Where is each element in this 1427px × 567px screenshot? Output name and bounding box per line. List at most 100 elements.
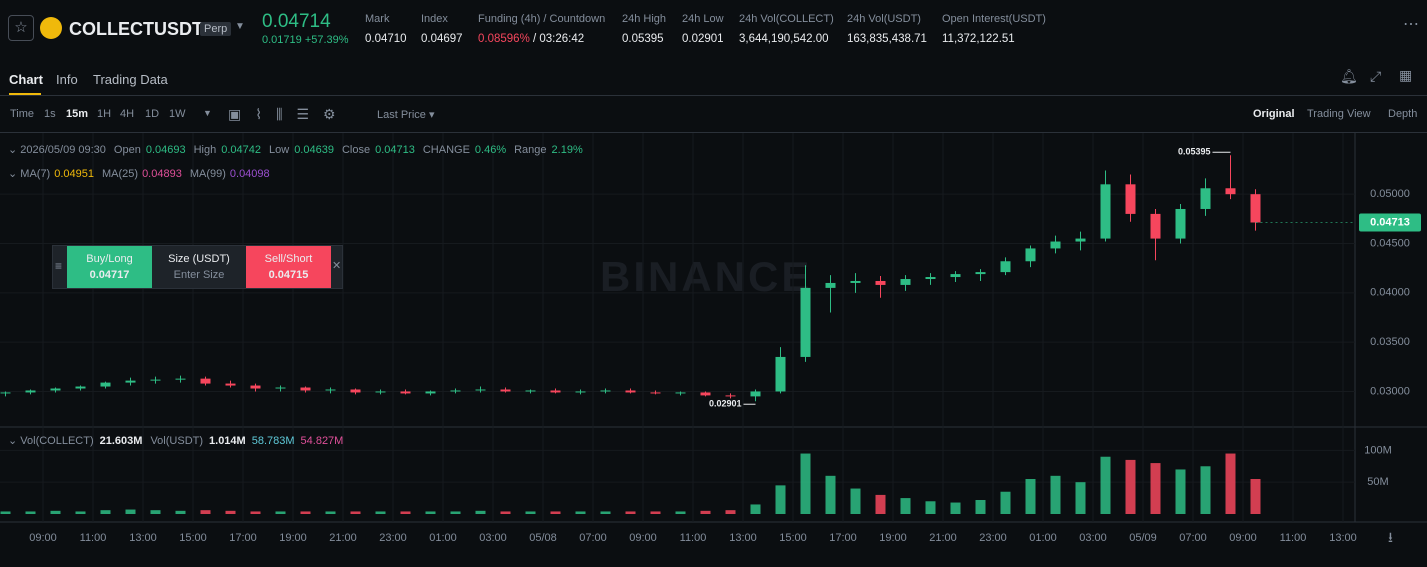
candle-body xyxy=(575,391,586,393)
x-tick-label: 13:00 xyxy=(729,532,757,544)
ma-value: 0.04951 xyxy=(54,168,94,180)
stat-label: Open Interest(USDT) xyxy=(942,13,1046,25)
volume-bar xyxy=(700,510,711,514)
alert-icon[interactable]: 🔔︎ xyxy=(1340,68,1358,84)
candle-body xyxy=(500,389,511,392)
volume-bar xyxy=(100,510,111,514)
reset-axis-icon[interactable]: ⭳ xyxy=(1388,529,1393,545)
volume-bar xyxy=(375,511,386,514)
close-panel[interactable]: ✕ xyxy=(332,260,342,272)
candle-body xyxy=(325,389,336,391)
volume-bar xyxy=(25,511,36,514)
volume-bar xyxy=(1125,459,1136,514)
stat-number: 0.04697 xyxy=(421,33,463,45)
divider xyxy=(0,132,1427,133)
x-tick-label: 03:00 xyxy=(479,532,507,544)
interval[interactable]: 1s xyxy=(44,108,56,120)
more-menu[interactable]: ⋯ xyxy=(1403,16,1419,33)
x-tick-label: 15:00 xyxy=(779,532,807,544)
ma-label: MA(7) xyxy=(20,168,51,180)
vol-value: 1.014M xyxy=(209,435,246,447)
volume-bar xyxy=(300,511,311,514)
sell-price: 0.04715 xyxy=(268,269,309,281)
ohlc-label: Open xyxy=(113,144,141,156)
change-abs: 0.01719 xyxy=(262,34,302,46)
ohlc-date: 2026/05/09 09:30 xyxy=(20,144,106,156)
x-tick-label: 23:00 xyxy=(379,532,407,544)
interval[interactable]: 1W xyxy=(169,108,186,120)
candle-body xyxy=(25,390,36,393)
buy-button[interactable]: Buy/Long 0.04717 xyxy=(67,246,152,288)
x-tick-label: 23:00 xyxy=(979,532,1007,544)
tab[interactable]: Chart xyxy=(9,72,43,87)
size-label: Size (USDT) xyxy=(168,253,230,265)
divider xyxy=(0,95,1427,96)
expand-icon[interactable]: ⤢ xyxy=(1370,68,1382,84)
candle-body xyxy=(75,386,86,389)
candle-body xyxy=(350,389,361,393)
tool-icons[interactable]: ▣⌇⫼☰⚙ xyxy=(228,106,350,122)
interval[interactable]: 4H xyxy=(120,108,135,120)
volume-bar xyxy=(175,510,186,514)
volume-bar xyxy=(1225,453,1236,514)
volume-bar xyxy=(975,500,986,514)
ohlc-value: 0.04742 xyxy=(221,144,261,156)
vol-ma-value: 54.827M xyxy=(300,435,344,447)
candle-body xyxy=(150,379,161,381)
candle-body xyxy=(50,388,61,391)
volume-bar xyxy=(875,494,886,514)
symbol-caret[interactable]: ▼ xyxy=(235,21,245,32)
stat-label: 24h Low xyxy=(682,13,724,25)
y-tick-label: 0.03500 xyxy=(1370,336,1410,348)
size-input[interactable]: Size (USDT) Enter Size xyxy=(152,246,246,288)
volume-tick-label: 100M xyxy=(1364,444,1392,456)
ohlc-label: CHANGE xyxy=(422,144,470,156)
ohlc-label: High xyxy=(193,144,217,156)
volume-bar xyxy=(925,501,936,514)
volume-bar xyxy=(950,502,961,514)
x-tick-label: 11:00 xyxy=(1280,532,1307,544)
x-tick-label: 05/08 xyxy=(529,532,557,544)
last-price-tag xyxy=(1359,213,1421,232)
stat-value: 0.08596% / 03:26:42 xyxy=(478,33,584,45)
candle-body xyxy=(300,387,311,391)
view-option[interactable]: Original xyxy=(1253,108,1295,120)
interval[interactable]: 1D xyxy=(145,108,160,120)
interval-caret[interactable]: ▼ xyxy=(203,108,212,118)
volume-bar xyxy=(400,511,411,514)
candle-body xyxy=(650,392,661,394)
drag-handle[interactable]: ≡ xyxy=(55,259,63,273)
interval[interactable]: 1H xyxy=(97,108,112,120)
symbol[interactable]: COLLECTUSDT xyxy=(69,19,203,39)
interval[interactable]: Time xyxy=(10,108,35,120)
candle-body xyxy=(750,391,761,397)
stat-value: 0.05395 xyxy=(622,33,664,45)
layout-icon[interactable]: ▦ xyxy=(1399,67,1413,83)
sell-button[interactable]: Sell/Short 0.04715 xyxy=(246,246,331,288)
candle-body xyxy=(100,382,111,387)
volume-bar xyxy=(525,511,536,514)
volume-bar xyxy=(550,511,561,514)
candle-body xyxy=(1025,248,1036,262)
volume-bar xyxy=(350,511,361,514)
x-tick-label: 03:00 xyxy=(1079,532,1107,544)
x-tick-label: 07:00 xyxy=(579,532,607,544)
candle-body xyxy=(525,390,536,392)
volume-bar xyxy=(125,509,136,514)
stat-number: 0.08596% xyxy=(478,33,530,45)
sell-label: Sell/Short xyxy=(264,253,313,265)
view-option[interactable]: Trading View xyxy=(1307,108,1371,120)
candle-body xyxy=(900,279,911,285)
view-option[interactable]: Depth xyxy=(1388,108,1418,120)
volume-bar xyxy=(825,475,836,514)
candle-body xyxy=(125,380,136,383)
tab[interactable]: Trading Data xyxy=(93,72,168,87)
volume-bar xyxy=(500,511,511,514)
interval[interactable]: 15m xyxy=(66,108,89,120)
candle-body xyxy=(975,272,986,275)
price-type[interactable]: Last Price ▾ xyxy=(377,109,435,121)
favorite-button[interactable]: ☆ xyxy=(8,15,34,41)
volume-bar xyxy=(200,510,211,514)
ohlc-value: 2.19% xyxy=(551,144,583,156)
tab[interactable]: Info xyxy=(56,72,78,87)
